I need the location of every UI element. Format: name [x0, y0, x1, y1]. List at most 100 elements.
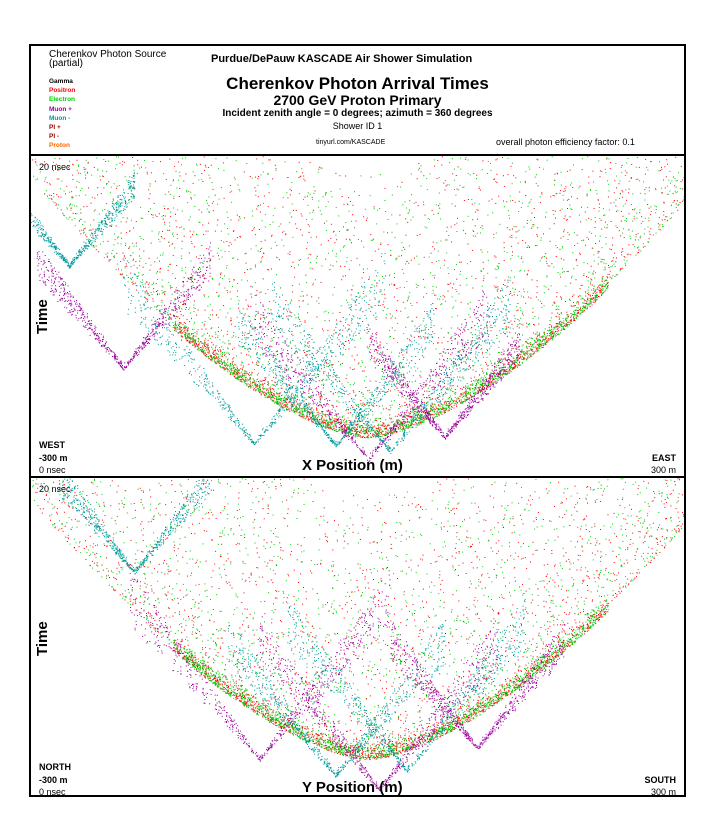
data-point [309, 415, 310, 417]
data-point [502, 328, 504, 330]
data-point [355, 424, 357, 426]
data-point [216, 356, 217, 358]
data-point [592, 301, 594, 303]
data-point [555, 325, 557, 327]
data-point [193, 328, 195, 330]
data-point [435, 294, 437, 296]
data-point [262, 383, 264, 385]
data-point [105, 220, 107, 222]
data-point [530, 348, 532, 350]
data-point [528, 346, 530, 348]
data-point [622, 267, 624, 269]
data-point [472, 235, 474, 237]
data-point [236, 214, 238, 216]
data-point [115, 201, 117, 203]
data-point [285, 402, 287, 404]
data-point [501, 351, 503, 353]
data-point [357, 433, 359, 435]
data-point [539, 167, 541, 168]
data-point [293, 402, 295, 404]
data-point [578, 309, 580, 310]
data-point [453, 168, 455, 170]
data-point [322, 196, 324, 198]
data-point [583, 239, 585, 241]
data-point [464, 356, 466, 358]
data-point [535, 348, 537, 349]
data-point [339, 188, 341, 190]
data-point [493, 381, 495, 383]
data-point [245, 374, 247, 376]
data-point [433, 333, 435, 334]
data-point [243, 379, 245, 381]
data-point [228, 353, 230, 355]
data-point [188, 190, 190, 192]
data-point [507, 157, 509, 159]
legend-item: Positron [49, 86, 75, 95]
data-point [258, 346, 260, 348]
data-point [483, 377, 485, 379]
data-point [406, 261, 408, 262]
data-point [610, 162, 612, 164]
data-point [552, 330, 554, 332]
data-point [561, 208, 563, 210]
data-point [242, 366, 244, 368]
data-point [605, 285, 607, 287]
data-point [442, 409, 444, 410]
data-point [273, 389, 275, 391]
data-point [116, 252, 118, 254]
data-point [495, 181, 497, 183]
data-point [259, 386, 260, 388]
data-point [474, 376, 476, 378]
data-point [512, 360, 514, 362]
data-point [424, 325, 426, 327]
data-point [422, 416, 424, 418]
data-point [150, 242, 152, 244]
data-point [443, 385, 445, 387]
data-point [93, 210, 95, 212]
data-point [289, 388, 291, 390]
data-point [406, 372, 408, 374]
data-point [106, 183, 107, 185]
data-point [354, 191, 355, 193]
data-point [550, 196, 552, 198]
data-point [132, 242, 134, 244]
data-point [434, 274, 436, 276]
data-point [393, 400, 395, 402]
data-point [435, 286, 437, 288]
data-point [360, 366, 362, 368]
data-point [295, 385, 297, 387]
data-point [577, 311, 579, 313]
data-point [262, 387, 264, 389]
data-point [678, 204, 680, 205]
data-point [433, 410, 435, 412]
data-point [368, 405, 370, 407]
data-point [356, 433, 358, 435]
data-point [587, 298, 588, 300]
data-point [327, 421, 329, 423]
data-point [280, 382, 282, 384]
data-point [70, 203, 72, 205]
data-point [198, 340, 200, 342]
data-point [285, 406, 286, 408]
data-point [438, 404, 440, 406]
data-point [201, 322, 203, 324]
data-point [234, 369, 236, 371]
simulation-name: Purdue/DePauw KASCADE Air Shower Simulat… [211, 53, 472, 65]
data-point [599, 240, 600, 242]
data-point [501, 368, 503, 370]
data-point [206, 353, 207, 355]
data-point [207, 339, 209, 341]
data-point [194, 194, 196, 196]
data-point [525, 171, 527, 173]
data-point [575, 309, 577, 311]
data-point [504, 363, 506, 365]
data-point [427, 336, 429, 338]
data-point [557, 329, 559, 331]
data-point [256, 208, 258, 210]
data-point [389, 417, 391, 419]
data-point [218, 294, 220, 296]
data-point [621, 165, 623, 166]
data-point [603, 262, 605, 264]
data-point [355, 423, 357, 425]
data-point [654, 188, 656, 190]
